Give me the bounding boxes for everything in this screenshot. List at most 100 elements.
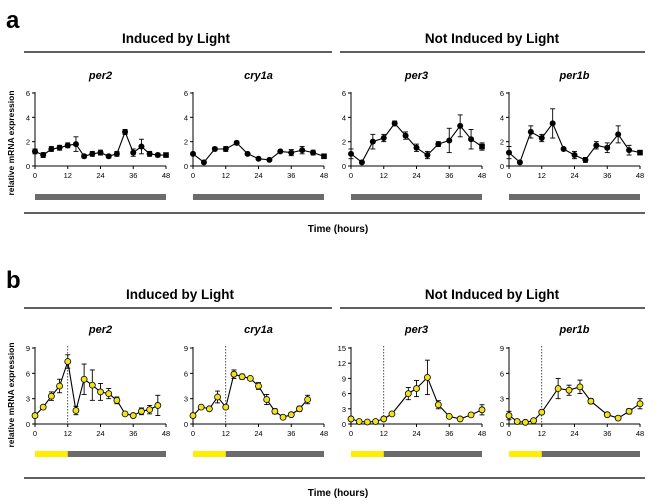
data-point bbox=[121, 410, 129, 418]
dark-phase-bar bbox=[35, 194, 166, 200]
data-point bbox=[347, 415, 355, 423]
data-point bbox=[266, 156, 273, 163]
data-point bbox=[527, 128, 534, 135]
data-point bbox=[113, 150, 120, 157]
chart-title: per1b bbox=[559, 324, 590, 336]
data-point bbox=[625, 407, 633, 415]
x-tick-label: 48 bbox=[320, 171, 328, 180]
data-point bbox=[222, 403, 230, 411]
x-tick-label: 24 bbox=[96, 429, 104, 438]
y-tick-label: 6 bbox=[500, 369, 504, 378]
x-tick-label: 36 bbox=[287, 171, 295, 180]
x-tick-label: 24 bbox=[254, 171, 262, 180]
x-tick-label: 48 bbox=[162, 171, 170, 180]
data-point bbox=[478, 406, 486, 414]
data-point bbox=[154, 152, 161, 159]
y-tick-label: 4 bbox=[184, 113, 188, 122]
data-point bbox=[47, 392, 55, 400]
chart-title: cry1a bbox=[244, 70, 273, 82]
light-phase-bar bbox=[509, 451, 542, 457]
data-point bbox=[468, 136, 475, 143]
dark-phase-bar bbox=[383, 451, 482, 457]
data-point bbox=[288, 149, 295, 156]
series-line bbox=[34, 361, 159, 417]
x-tick-label: 36 bbox=[603, 429, 611, 438]
data-point bbox=[40, 152, 47, 159]
data-point bbox=[521, 418, 529, 426]
data-point bbox=[358, 159, 365, 166]
data-point bbox=[97, 388, 104, 396]
data-point bbox=[163, 152, 169, 158]
data-point bbox=[363, 418, 371, 426]
data-point bbox=[211, 145, 218, 152]
x-axis-label-a: Time (hours) bbox=[308, 224, 368, 235]
chart-title: per1b bbox=[559, 70, 590, 82]
y-tick-label: 0 bbox=[184, 162, 188, 171]
x-tick-label: 0 bbox=[33, 171, 37, 180]
data-point bbox=[138, 143, 145, 150]
data-point bbox=[604, 144, 611, 151]
x-tick-label: 24 bbox=[254, 429, 262, 438]
y-tick-label: 0 bbox=[500, 162, 504, 171]
dark-phase-bar bbox=[193, 194, 324, 200]
y-tick-label: 2 bbox=[184, 138, 188, 147]
data-point bbox=[560, 145, 567, 152]
x-tick-label: 48 bbox=[162, 429, 170, 438]
data-point bbox=[424, 152, 431, 159]
x-tick-label: 12 bbox=[222, 429, 230, 438]
chart-title: per3 bbox=[404, 70, 428, 82]
y-tick-label: 9 bbox=[26, 344, 30, 353]
data-point bbox=[626, 147, 633, 154]
data-point bbox=[456, 415, 464, 423]
x-tick-label: 24 bbox=[570, 429, 578, 438]
data-point bbox=[636, 400, 644, 408]
data-point bbox=[287, 411, 295, 419]
y-tick-label: 6 bbox=[184, 369, 188, 378]
x-tick-label: 0 bbox=[349, 429, 353, 438]
chart-title: per3 bbox=[404, 324, 428, 336]
data-point bbox=[277, 148, 284, 155]
data-point bbox=[582, 156, 589, 163]
group-label-not-induced-a: Not Induced by Light bbox=[425, 31, 560, 46]
y-tick-label: 3 bbox=[342, 405, 346, 414]
data-point bbox=[222, 145, 229, 152]
dark-phase-bar bbox=[541, 451, 640, 457]
x-tick-label: 48 bbox=[478, 171, 486, 180]
data-point bbox=[214, 393, 221, 401]
data-point bbox=[467, 411, 475, 419]
data-point bbox=[413, 385, 420, 392]
group-label-not-induced-b: Not Induced by Light bbox=[425, 287, 560, 302]
data-point bbox=[32, 148, 38, 155]
dark-phase-bar bbox=[351, 194, 482, 200]
y-tick-label: 6 bbox=[342, 390, 346, 399]
data-point bbox=[130, 149, 137, 156]
data-point bbox=[571, 152, 578, 159]
data-point bbox=[255, 382, 262, 390]
x-tick-label: 12 bbox=[538, 171, 546, 180]
data-point bbox=[593, 142, 600, 149]
data-point bbox=[113, 396, 121, 404]
data-point bbox=[88, 381, 96, 389]
data-point bbox=[80, 375, 88, 383]
data-point bbox=[404, 390, 412, 398]
chart-title: per2 bbox=[88, 324, 112, 336]
x-tick-label: 12 bbox=[380, 429, 388, 438]
y-tick-label: 6 bbox=[342, 89, 346, 98]
group-label-induced-a: Induced by Light bbox=[122, 31, 230, 46]
data-point bbox=[64, 142, 71, 149]
x-tick-label: 24 bbox=[412, 429, 420, 438]
x-tick-label: 48 bbox=[478, 429, 486, 438]
data-point bbox=[205, 405, 213, 413]
y-tick-label: 4 bbox=[500, 113, 504, 122]
data-point bbox=[457, 122, 464, 129]
data-point bbox=[348, 150, 354, 157]
data-point bbox=[48, 145, 55, 152]
x-tick-label: 12 bbox=[380, 171, 388, 180]
x-tick-label: 12 bbox=[64, 429, 72, 438]
y-tick-label: 4 bbox=[342, 113, 346, 122]
y-tick-label: 9 bbox=[342, 374, 346, 383]
y-tick-label: 0 bbox=[500, 420, 504, 429]
light-phase-bar bbox=[351, 451, 384, 457]
